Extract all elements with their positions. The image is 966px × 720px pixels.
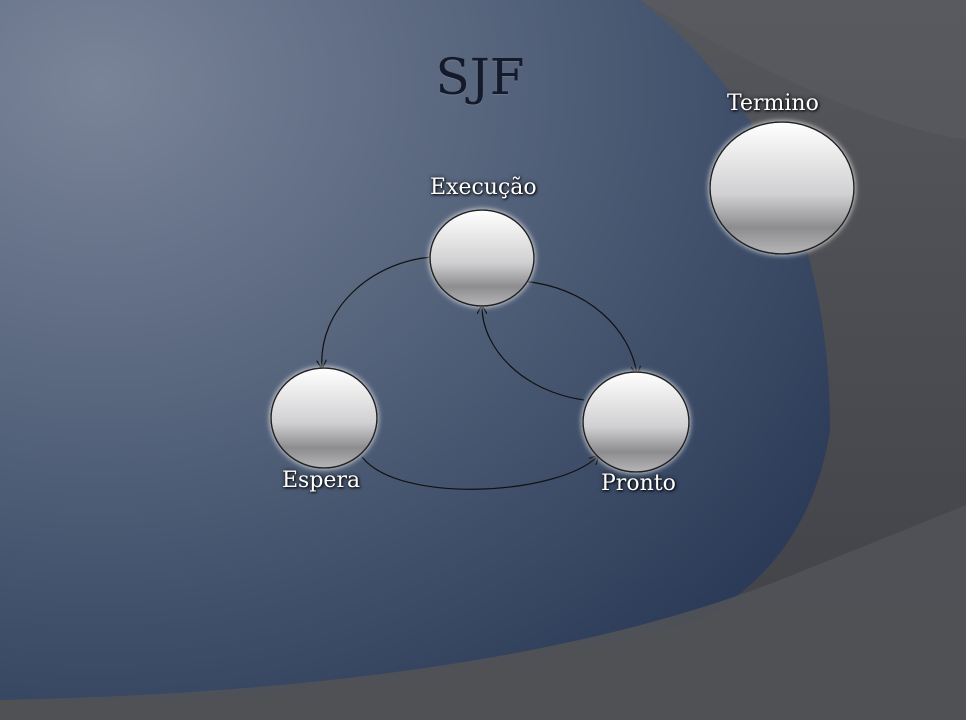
- background-swoosh: [0, 505, 966, 720]
- arrow-espera-to-pronto: [361, 456, 598, 490]
- state-pronto: [582, 371, 690, 473]
- slide-title: SJF: [435, 48, 525, 106]
- label-pronto: Pronto: [601, 471, 676, 496]
- arrow-execucao-to-espera: [322, 256, 433, 368]
- label-espera: Espera: [282, 468, 361, 493]
- label-execucao: Execução: [430, 175, 537, 200]
- arrow-execucao-to-pronto: [522, 280, 637, 374]
- background-blue-shape: [0, 0, 830, 703]
- state-termino: [709, 121, 855, 255]
- label-termino: Termino: [727, 91, 819, 116]
- background-band: [640, 0, 966, 140]
- arrow-pronto-to-execucao: [482, 306, 585, 401]
- state-execucao: [429, 209, 535, 307]
- state-espera: [270, 367, 378, 469]
